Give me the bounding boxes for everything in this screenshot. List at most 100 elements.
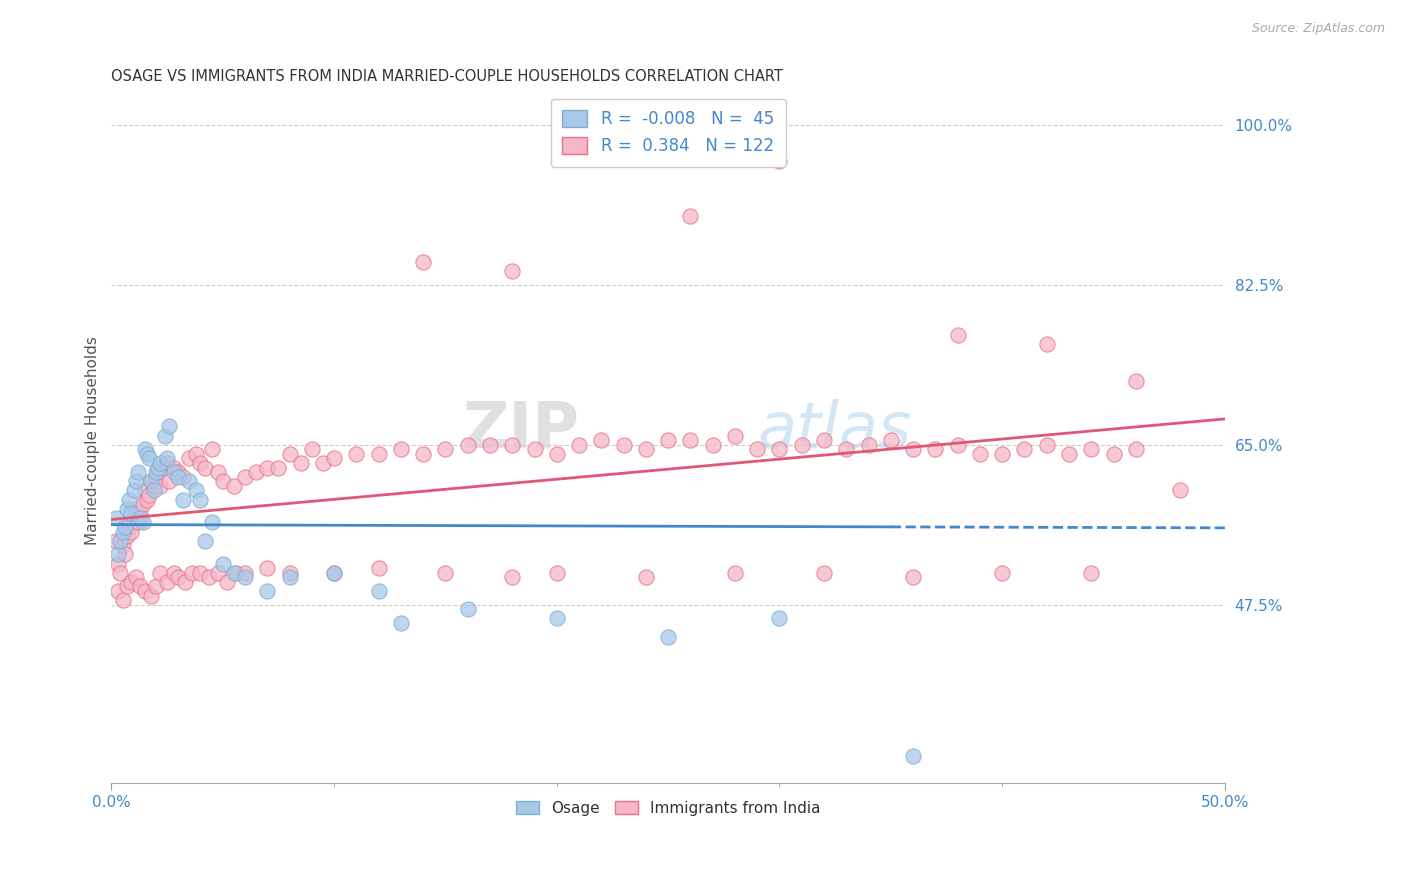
Point: [267, 460, 290, 475]
Point: [167, 465, 190, 479]
Point: [120, 506, 142, 520]
Point: [125, 501, 148, 516]
Point: [367, 561, 389, 575]
Point: [434, 566, 457, 580]
Point: [111, 593, 134, 607]
Point: [131, 516, 153, 530]
Point: [501, 264, 523, 278]
Point: [153, 460, 176, 475]
Point: [125, 570, 148, 584]
Point: [120, 524, 142, 539]
Point: [634, 442, 657, 457]
Point: [107, 557, 129, 571]
Point: [174, 574, 197, 589]
Point: [157, 475, 180, 489]
Point: [278, 447, 301, 461]
Point: [104, 533, 127, 548]
Point: [114, 548, 136, 562]
Point: [367, 447, 389, 461]
Point: [118, 520, 141, 534]
Point: [145, 465, 167, 479]
Point: [412, 254, 434, 268]
Point: [991, 447, 1014, 461]
Point: [145, 469, 167, 483]
Point: [924, 442, 946, 457]
Point: [768, 442, 790, 457]
Point: [901, 748, 924, 763]
Point: [301, 442, 323, 457]
Point: [179, 475, 201, 489]
Point: [167, 570, 190, 584]
Point: [179, 451, 201, 466]
Point: [1014, 442, 1036, 457]
Point: [211, 475, 233, 489]
Point: [367, 584, 389, 599]
Point: [156, 456, 179, 470]
Point: [118, 492, 141, 507]
Point: [136, 492, 159, 507]
Point: [163, 566, 186, 580]
Point: [501, 570, 523, 584]
Point: [194, 460, 217, 475]
Point: [657, 433, 679, 447]
Point: [256, 584, 278, 599]
Legend: Osage, Immigrants from India: Osage, Immigrants from India: [508, 793, 828, 823]
Point: [233, 469, 256, 483]
Point: [389, 442, 412, 457]
Point: [163, 460, 186, 475]
Point: [278, 570, 301, 584]
Point: [245, 465, 267, 479]
Point: [434, 442, 457, 457]
Text: Source: ZipAtlas.com: Source: ZipAtlas.com: [1251, 22, 1385, 36]
Point: [1080, 442, 1102, 457]
Point: [122, 511, 145, 525]
Point: [115, 501, 138, 516]
Point: [129, 506, 152, 520]
Point: [546, 611, 568, 625]
Point: [122, 483, 145, 498]
Point: [157, 419, 180, 434]
Point: [813, 566, 835, 580]
Point: [141, 475, 163, 489]
Point: [813, 433, 835, 447]
Point: [120, 574, 142, 589]
Point: [156, 574, 179, 589]
Point: [457, 438, 479, 452]
Point: [901, 570, 924, 584]
Point: [138, 451, 160, 466]
Point: [1168, 483, 1191, 498]
Point: [172, 492, 194, 507]
Point: [201, 516, 224, 530]
Point: [127, 465, 149, 479]
Point: [256, 561, 278, 575]
Point: [190, 456, 212, 470]
Point: [478, 438, 501, 452]
Point: [880, 433, 903, 447]
Point: [1125, 442, 1147, 457]
Point: [591, 433, 613, 447]
Point: [142, 479, 165, 493]
Point: [163, 465, 186, 479]
Point: [858, 438, 880, 452]
Point: [141, 475, 163, 489]
Point: [991, 566, 1014, 580]
Point: [523, 442, 546, 457]
Point: [184, 483, 207, 498]
Point: [110, 566, 132, 580]
Point: [107, 548, 129, 562]
Point: [290, 456, 312, 470]
Point: [107, 584, 129, 599]
Point: [278, 566, 301, 580]
Text: ZIP: ZIP: [463, 399, 579, 461]
Point: [194, 533, 217, 548]
Point: [148, 465, 170, 479]
Point: [111, 538, 134, 552]
Point: [149, 566, 172, 580]
Point: [148, 460, 170, 475]
Point: [184, 447, 207, 461]
Point: [568, 438, 591, 452]
Point: [1080, 566, 1102, 580]
Point: [149, 456, 172, 470]
Point: [969, 447, 991, 461]
Point: [167, 469, 190, 483]
